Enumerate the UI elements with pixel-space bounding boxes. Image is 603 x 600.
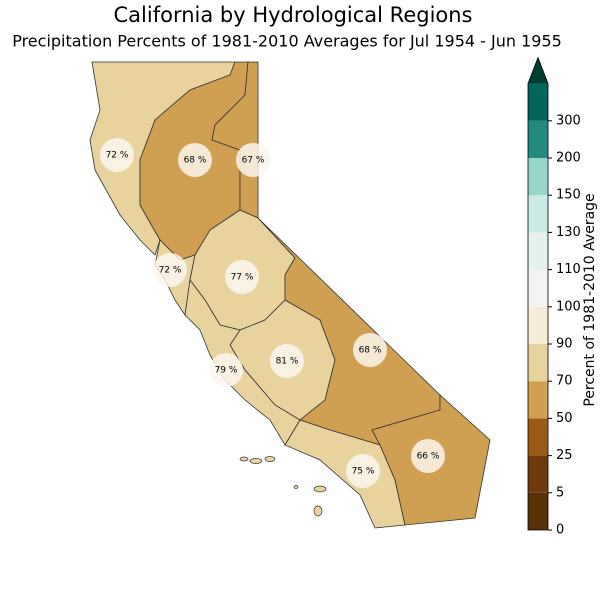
label-badge [225, 260, 259, 294]
region-label: 68 % [359, 346, 382, 356]
colorbar-segment [528, 158, 548, 196]
colorbar-segment [528, 344, 548, 382]
colorbar-segment [528, 381, 548, 419]
region-label: 77 % [231, 273, 254, 283]
colorbar-tick-label: 150 [556, 188, 581, 203]
colorbar-extend [528, 57, 548, 84]
region-label: 79 % [215, 366, 238, 376]
colorbar-tick-label: 130 [556, 225, 581, 240]
label-badge [209, 353, 243, 387]
label-badge [353, 333, 387, 367]
colorbar-tick-label: 200 [556, 151, 581, 166]
colorbar-tick-label: 0 [556, 523, 564, 538]
colorbar-tick-label: 90 [556, 337, 573, 352]
colorbar-segment [528, 418, 548, 456]
label-badge [236, 143, 270, 177]
colorbar-segment [528, 492, 548, 530]
colorbar-tick-label: 100 [556, 299, 581, 314]
islands [239, 456, 327, 517]
colorbar-outline [527, 56, 549, 531]
region-label: 75 % [352, 467, 375, 477]
island [239, 456, 249, 462]
colorbar-tick-label: 110 [556, 262, 581, 277]
island [293, 485, 299, 489]
island [249, 458, 263, 464]
island [313, 505, 323, 517]
chart-subtitle: Precipitation Percents of 1981-2010 Aver… [12, 32, 562, 51]
region-label: 81 % [276, 357, 299, 367]
colorbar-tick-label: 70 [556, 374, 573, 389]
colorbar-label: Percent of 1981-2010 Average [582, 193, 598, 406]
colorbar-tick-label: 300 [556, 113, 581, 128]
colorbar-segment [528, 306, 548, 344]
label-badge [178, 143, 212, 177]
colorbar-segment [528, 120, 548, 158]
region-label: 72 % [159, 266, 182, 276]
colorbar-segment [528, 269, 548, 307]
colorbar-tick-label: 50 [556, 411, 573, 426]
island [264, 456, 276, 462]
region-label: 67 % [242, 156, 265, 166]
label-badge [270, 344, 304, 378]
island [313, 485, 327, 493]
label-badge [100, 138, 134, 172]
colorbar-segment [528, 83, 548, 121]
colorbar-segment [528, 195, 548, 233]
colorbar-tick-label: 25 [556, 448, 573, 463]
region-label: 72 % [106, 151, 129, 161]
colorbar-segment [528, 232, 548, 270]
label-badge [153, 253, 187, 287]
label-badge [346, 454, 380, 488]
region-label: 66 % [417, 452, 440, 462]
colorbar-segment [528, 455, 548, 493]
label-badge [411, 439, 445, 473]
chart-title: California by Hydrological Regions [114, 3, 473, 27]
colorbar-tick-label: 5 [556, 485, 564, 500]
region-label: 68 % [184, 156, 207, 166]
